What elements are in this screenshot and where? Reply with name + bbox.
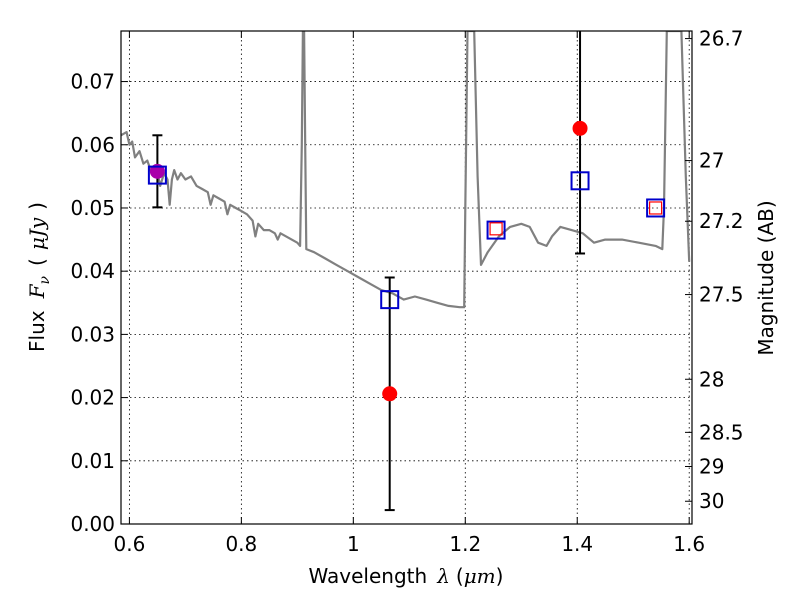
model-spectrum-line [121, 31, 691, 309]
right-tick-label: 27.2 [699, 209, 744, 233]
plot-frame [120, 30, 693, 525]
y-tick-label: 0.04 [70, 259, 115, 283]
x-tick-label: 1.6 [673, 532, 705, 556]
y-axis-title: FluxFν(μJy) [25, 202, 53, 352]
y-tick-label: 0.03 [70, 322, 115, 346]
right-tick-label: 27 [699, 149, 724, 173]
right-tick-label: 28.5 [699, 420, 744, 444]
right-tick-labels: 26.7 27 27.2 27.5 28 28.5 29 30 [699, 27, 744, 514]
right-tick-label: 29 [699, 454, 724, 478]
markers [147, 120, 666, 402]
right-tick-label: 27.5 [699, 283, 744, 307]
x-tick-label: 1 [347, 532, 360, 556]
model-photometry-square [570, 171, 590, 191]
y-tick-label: 0.07 [70, 70, 115, 94]
errorbars [152, 31, 586, 512]
observed-limit-square [489, 222, 503, 236]
x-tick-label: 0.6 [113, 532, 145, 556]
x-tick-labels: 0.6 0.8 1 1.2 1.4 1.6 [113, 532, 705, 556]
ticks [121, 31, 692, 525]
right-tick-label: 26.7 [699, 27, 744, 51]
right-tick-label: 28 [699, 367, 724, 391]
y-tick-label: 0.02 [70, 386, 115, 410]
x-axis-title: Wavelength λ (μm) [309, 564, 504, 588]
grid [121, 31, 692, 525]
observed-flux-point [382, 386, 398, 402]
y-tick-label: 0.05 [70, 196, 115, 220]
right-tick-label: 30 [699, 489, 724, 513]
right-axis-title: Magnitude (AB) [754, 200, 778, 355]
y-tick-label: 0.00 [70, 512, 115, 536]
model-photometry-square [486, 220, 506, 240]
x-tick-label: 1.2 [449, 532, 481, 556]
model-photometry-square [147, 165, 167, 185]
x-tick-label: 0.8 [225, 532, 257, 556]
y-tick-labels: 0.00 0.01 0.02 0.03 0.04 0.05 0.06 0.07 [70, 70, 115, 536]
model-photometry-square [646, 198, 666, 218]
observed-limit-square [649, 201, 663, 215]
y-tick-label: 0.01 [70, 449, 115, 473]
observed-flux-point [572, 120, 588, 136]
x-tick-label: 1.4 [561, 532, 593, 556]
model-photometry-square [380, 290, 400, 310]
y-tick-label: 0.06 [70, 133, 115, 157]
